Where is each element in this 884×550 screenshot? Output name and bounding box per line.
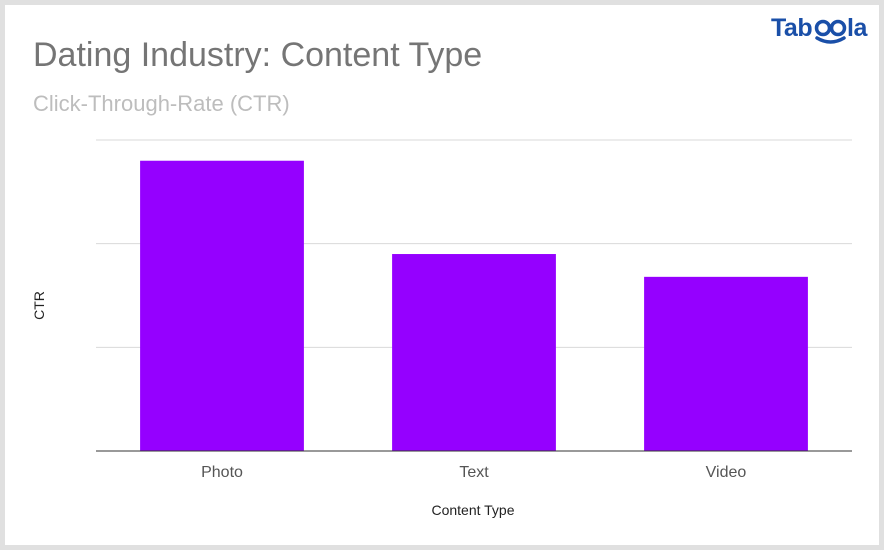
taboola-logo: Tab la xyxy=(771,14,869,44)
y-axis-title: CTR xyxy=(31,291,47,320)
x-axis-title: Content Type xyxy=(431,502,514,518)
chart-title: Dating Industry: Content Type xyxy=(33,36,483,74)
svg-text:Tab: Tab xyxy=(771,14,812,42)
chart-subtitle: Click-Through-Rate (CTR) xyxy=(33,91,290,116)
chart-card: Dating Industry: Content Type Click-Thro… xyxy=(5,5,879,545)
bar-video xyxy=(644,276,808,451)
svg-text:la: la xyxy=(847,14,868,42)
bar-photo xyxy=(140,160,304,451)
x-tick-label: Video xyxy=(706,464,747,481)
bar-chart: Photo Text Video Content Type CTR xyxy=(31,139,852,518)
bar-text xyxy=(392,254,556,451)
x-tick-label: Photo xyxy=(201,464,243,481)
x-tick-label: Text xyxy=(459,464,489,481)
